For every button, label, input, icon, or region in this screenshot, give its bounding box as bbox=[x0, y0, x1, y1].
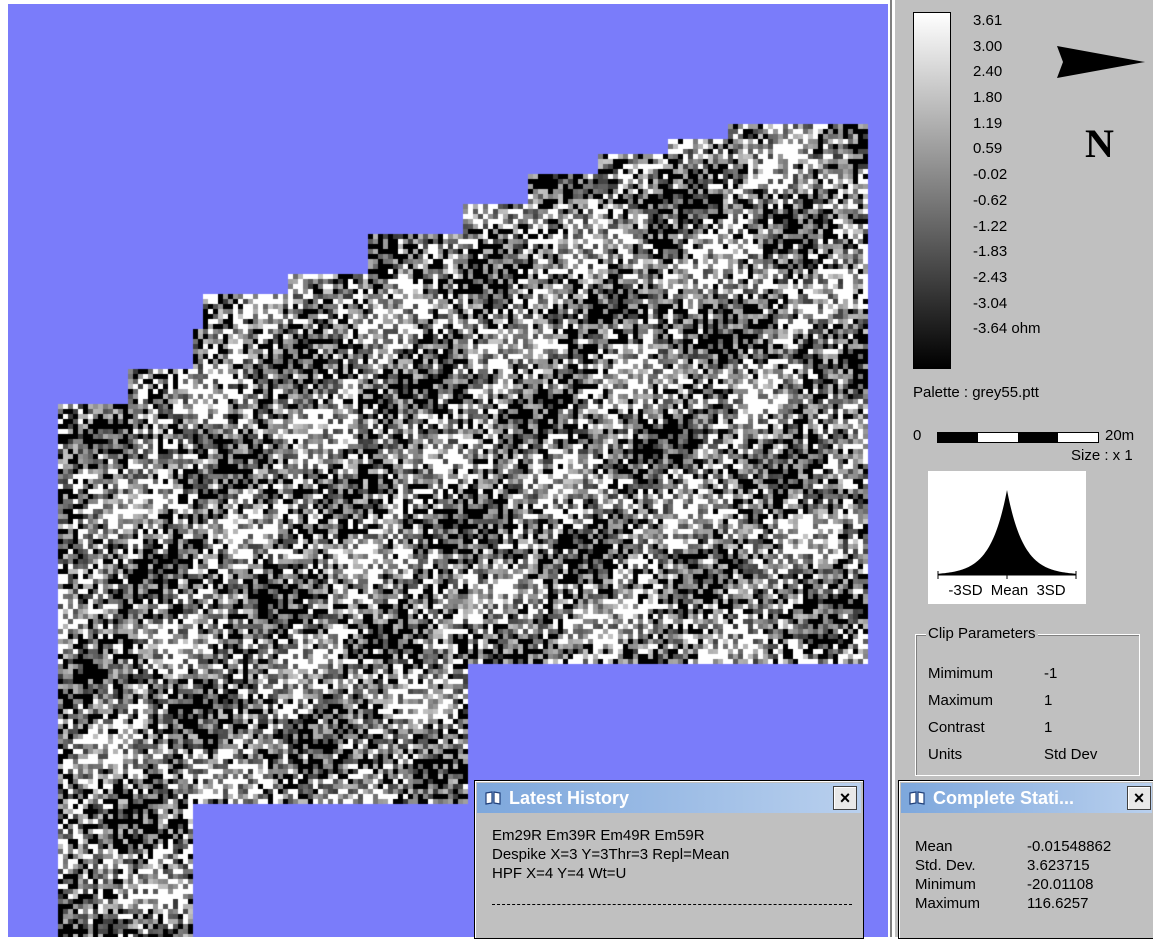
document-icon bbox=[485, 791, 501, 805]
history-line: HPF X=4 Y=4 Wt=U bbox=[492, 865, 627, 882]
palette-gradient-bar bbox=[913, 12, 951, 369]
clip-row-units: Units Std Dev bbox=[928, 746, 1098, 763]
palette-label: -1.83 bbox=[973, 243, 1008, 261]
history-line: Em29R Em39R Em49R Em59R bbox=[492, 827, 705, 844]
clip-row-contrast: Contrast 1 bbox=[928, 719, 1053, 736]
palette-label: 3.00 bbox=[973, 37, 1003, 55]
history-line: Despike X=3 Y=3Thr=3 Repl=Mean bbox=[492, 846, 730, 863]
palette-label: -3.64 ohm bbox=[973, 320, 1041, 338]
latest-history-window[interactable]: Latest History × Em29R Em39R Em49R Em59R… bbox=[474, 780, 864, 939]
north-arrow-icon bbox=[1057, 46, 1145, 78]
clip-row-minimum: Mimimum -1 bbox=[928, 665, 1058, 682]
palette-label: -0.02 bbox=[973, 166, 1008, 184]
histogram-right-label: 3SD bbox=[1036, 582, 1066, 599]
document-icon bbox=[909, 791, 925, 805]
palette-label: -3.04 bbox=[973, 294, 1008, 312]
histogram-graph bbox=[937, 490, 1077, 579]
stats-title: Complete Stati... bbox=[933, 788, 1075, 808]
stat-row-mean: Mean -0.01548862 bbox=[915, 838, 1112, 855]
stats-close-button[interactable]: × bbox=[1127, 786, 1151, 810]
stats-title-bar[interactable]: Complete Stati... × bbox=[901, 783, 1152, 813]
history-title-bar[interactable]: Latest History × bbox=[477, 783, 861, 813]
histogram-mid-label: Mean bbox=[990, 582, 1029, 599]
history-close-button[interactable]: × bbox=[833, 786, 857, 810]
palette-label: -2.43 bbox=[973, 268, 1008, 286]
palette-label: 3.61 bbox=[973, 12, 1003, 29]
clip-row-maximum: Maximum 1 bbox=[928, 692, 1053, 709]
stats-list: Mean -0.01548862 Std. Dev. 3.623715 Mini… bbox=[915, 837, 1112, 913]
clip-parameters-group: Clip Parameters Mimimum -1 Maximum 1 Con… bbox=[915, 625, 1140, 776]
histogram-curve bbox=[938, 490, 1076, 575]
north-label: N bbox=[1085, 121, 1114, 166]
size-label: Size : x 1 bbox=[1071, 447, 1133, 464]
palette-name: Palette : grey55.ptt bbox=[913, 384, 1039, 401]
scale-start-label: 0 bbox=[913, 427, 922, 444]
history-title: Latest History bbox=[509, 788, 630, 808]
complete-statistics-window[interactable]: Complete Stati... × Mean -0.01548862 Std… bbox=[898, 780, 1153, 939]
palette-label: 1.80 bbox=[973, 89, 1003, 107]
palette-label: -0.62 bbox=[973, 191, 1008, 209]
panel-divider[interactable] bbox=[890, 0, 892, 937]
scale-end-label: 20m bbox=[1105, 427, 1135, 444]
history-separator bbox=[492, 904, 852, 905]
histogram-left-label: -3SD bbox=[948, 582, 983, 599]
stat-row-std-dev: Std. Dev. 3.623715 bbox=[915, 857, 1090, 874]
palette-label: 2.40 bbox=[973, 63, 1003, 81]
survey-map-view[interactable] bbox=[8, 4, 888, 937]
history-list: Em29R Em39R Em49R Em59R Despike X=3 Y=3T… bbox=[492, 826, 729, 883]
stat-row-maximum: Maximum 116.6257 bbox=[915, 895, 1089, 912]
palette-label: -1.22 bbox=[973, 217, 1008, 235]
palette-label: 0.59 bbox=[973, 140, 1003, 158]
palette-scale-labels: 3.61 3.00 2.40 1.80 1.19 0.59 -0.02 -0.6… bbox=[973, 8, 1041, 342]
stat-row-minimum: Minimum -20.01108 bbox=[915, 876, 1094, 893]
clip-parameters-title: Clip Parameters bbox=[926, 625, 1038, 642]
histogram: -3SD Mean 3SD bbox=[928, 471, 1086, 604]
palette-label: 1.19 bbox=[973, 114, 1003, 132]
scale-bar bbox=[937, 432, 1099, 443]
